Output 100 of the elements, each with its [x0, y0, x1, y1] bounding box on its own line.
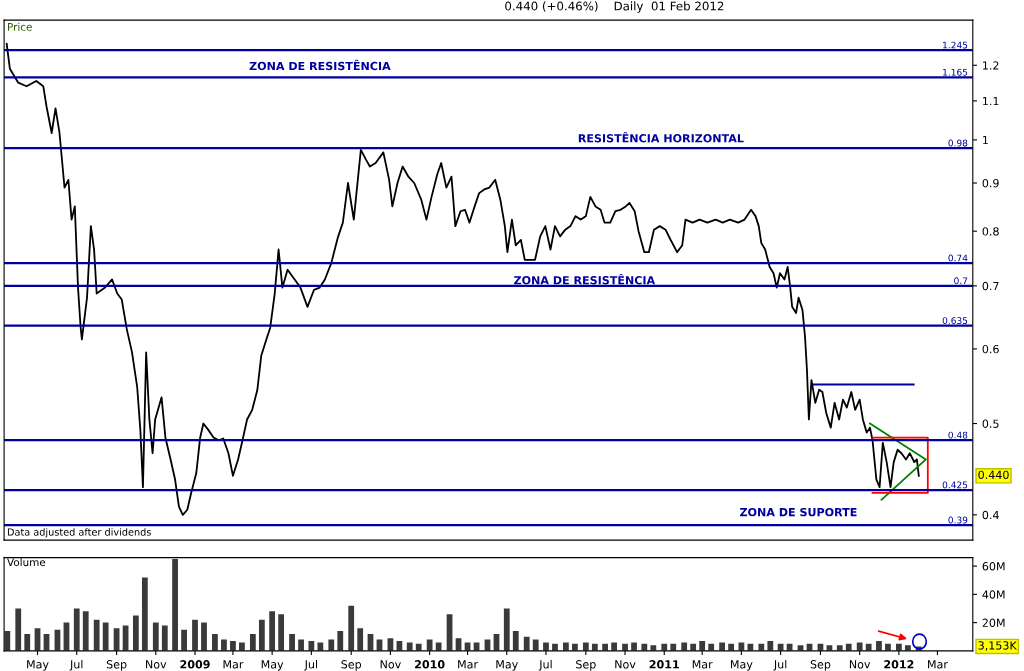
- x-tick-label: Sep: [810, 660, 831, 671]
- bar: [611, 642, 618, 651]
- x-tick-label: May: [261, 660, 284, 671]
- y-tick-label: 0.6: [982, 344, 999, 354]
- ref-line-label: 0.39: [948, 516, 968, 524]
- annotation: ZONA DE SUPORTE: [740, 507, 857, 517]
- bar: [15, 608, 22, 651]
- bar: [230, 640, 236, 651]
- bar: [435, 642, 442, 651]
- bar: [406, 642, 413, 651]
- y-tick-label: 20M: [982, 618, 1005, 627]
- x-tick-label: Mar: [928, 660, 948, 669]
- x-tick-label: Sep: [341, 660, 362, 671]
- ref-line-label: 0.7: [954, 277, 968, 285]
- bar: [738, 642, 745, 651]
- bar: [337, 631, 344, 651]
- x-tick-label: May: [731, 660, 753, 671]
- bar: [278, 614, 285, 651]
- y-tick-label: 60M: [982, 562, 1005, 571]
- bar: [876, 640, 882, 651]
- x-tick-label: Nov: [380, 660, 401, 669]
- ref-line-label: 1.165: [943, 68, 968, 76]
- x-tick-label: Nov: [146, 660, 167, 669]
- bar: [308, 640, 315, 651]
- bar: [904, 645, 911, 651]
- bar: [93, 619, 100, 651]
- x-tick-label: Jul: [304, 659, 318, 671]
- x-tick-label: Jul: [69, 659, 83, 671]
- bar: [563, 642, 569, 651]
- x-tick-label: Jul: [538, 659, 552, 671]
- y-axis-title: Price: [8, 22, 32, 31]
- bar: [24, 633, 31, 651]
- annotation: Data adjusted after dividends: [7, 528, 151, 538]
- y-tick-label: 0.9: [982, 178, 999, 188]
- annotation: RESISTÊNCIA HORIZONTAL: [578, 132, 744, 143]
- x-tick-label: May: [496, 660, 518, 671]
- bar: [249, 633, 256, 651]
- bar: [132, 615, 139, 651]
- y-tick-label: 0.8: [982, 227, 999, 236]
- bar: [836, 645, 843, 651]
- bar: [141, 577, 148, 651]
- bar: [172, 559, 178, 651]
- ref-line-label: 0.74: [948, 254, 968, 262]
- bar: [221, 639, 227, 651]
- x-tick-label: Jul: [773, 659, 787, 671]
- ref-line-label: 0.48: [948, 431, 968, 439]
- bar: [212, 633, 218, 651]
- ref-line-label: 0.425: [942, 481, 968, 489]
- bar: [192, 619, 198, 651]
- bar: [543, 642, 549, 651]
- bar: [152, 622, 159, 651]
- ref-line-label: 1.245: [943, 41, 968, 49]
- bar: [503, 608, 510, 651]
- bar: [201, 622, 207, 651]
- bar: [161, 625, 168, 651]
- bar: [699, 640, 706, 651]
- x-tick-label: Mar: [458, 660, 479, 669]
- y-tick-label: 1.2: [983, 61, 999, 70]
- y-tick-label: 0.7: [982, 281, 999, 291]
- text: 3,153K: [978, 641, 1017, 651]
- bar: [289, 633, 295, 651]
- x-tick-label: Sep: [576, 660, 596, 671]
- ref-line-label: 0.635: [942, 317, 968, 324]
- x-tick-label: 2011: [649, 660, 679, 669]
- x-tick-label: Nov: [615, 660, 636, 669]
- bar: [348, 605, 355, 651]
- bar: [357, 628, 364, 651]
- bar: [102, 622, 109, 651]
- annotation: ZONA DE RESISTÊNCIA: [514, 273, 656, 285]
- bar: [650, 645, 657, 651]
- x-tick-label: May: [27, 660, 49, 671]
- bar: [298, 639, 304, 651]
- bar: [73, 608, 80, 651]
- bar: [317, 642, 324, 651]
- ref-line-label: 0.98: [948, 139, 968, 147]
- bar: [532, 639, 539, 651]
- x-tick-label: 2010: [415, 660, 445, 669]
- bar: [512, 631, 519, 651]
- y-tick-label: 1.1: [983, 97, 999, 106]
- x-tick-label: Mar: [692, 660, 713, 669]
- y-tick-label: 0.4: [982, 510, 999, 520]
- bar: [631, 642, 637, 651]
- x-tick-label: 2012: [884, 660, 914, 669]
- bar: [426, 639, 433, 651]
- y-tick-label: 40M: [982, 590, 1005, 599]
- bar: [239, 642, 245, 651]
- bar: [681, 642, 688, 651]
- bar: [856, 642, 863, 651]
- x-tick-label: 2009: [180, 660, 210, 669]
- y-axis-title: Volume: [7, 558, 46, 567]
- annotation: ZONA DE RESISTÊNCIA: [249, 59, 391, 71]
- bar: [523, 636, 530, 651]
- x-tick-label: Sep: [106, 660, 127, 671]
- bar: [181, 629, 187, 651]
- bar: [767, 640, 774, 651]
- bar: [328, 639, 335, 651]
- text: 0.440: [978, 470, 1009, 480]
- x-tick-label: Mar: [223, 660, 244, 669]
- x-tick-label: Nov: [849, 660, 871, 669]
- chart-title: 0.440 (+0.46%) Daily 01 Feb 2012: [505, 1, 724, 13]
